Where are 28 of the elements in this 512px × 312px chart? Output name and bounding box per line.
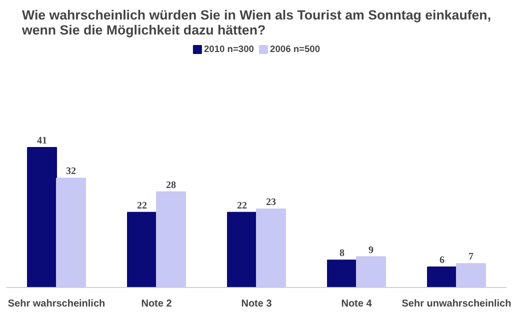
x-tick-label: Sehr wahrscheinlich [8,298,106,310]
bar [56,178,86,288]
legend-label: 2006 n=500 [270,44,320,54]
bar [456,263,486,288]
data-label: 7 [468,252,474,263]
bar [356,256,386,288]
x-tick-label: Note 4 [341,298,372,310]
data-label: 32 [66,166,76,178]
bar [27,147,57,288]
data-label: 22 [237,200,247,212]
bar [156,191,186,288]
bar [127,212,157,288]
x-tick-label: Note 2 [141,298,172,310]
chart-title: Wie wahrscheinlich würden Sie in Wien als Tourist am Sonntag einkaufen, wenn Sie die Möglichkeit dazu hätten? [20,8,492,38]
x-tick-label: Sehr unwahrscheinlich [402,298,512,310]
data-label: 22 [137,200,147,212]
x-tick-label: Note 3 [241,298,272,310]
legend-label: 2010 n=300 [204,44,254,54]
data-label: 41 [37,136,47,146]
data-label: 8 [340,248,344,260]
data-label: 9 [368,244,374,256]
data-label: 6 [440,255,444,266]
bar [227,212,257,288]
data-label: 23 [266,196,276,208]
bar [327,260,357,288]
bar [256,208,286,288]
data-label: 28 [166,180,176,191]
bar [427,266,457,288]
